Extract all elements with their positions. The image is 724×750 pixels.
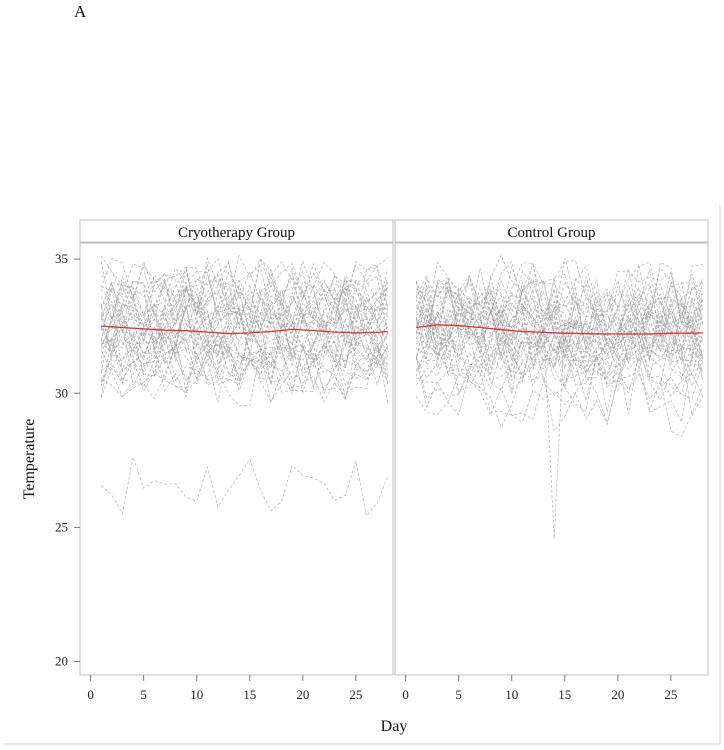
mean-line-cryotherapy — [101, 325, 388, 335]
x-tick-label: 15 — [243, 687, 256, 702]
subject-line — [100, 303, 389, 372]
panel-letter: A — [74, 2, 87, 21]
subject-line — [100, 289, 389, 352]
subject-line — [415, 280, 704, 350]
subject-line — [100, 328, 389, 397]
individual-lines-control — [415, 254, 704, 539]
subject-line — [416, 319, 704, 380]
subject-line — [100, 294, 388, 364]
panel-frame-control — [394, 242, 709, 676]
x-tick-label: 15 — [558, 687, 571, 702]
subject-line — [415, 265, 704, 332]
subject-line — [100, 271, 388, 342]
subject-line — [100, 272, 389, 342]
strip-cryotherapy — [79, 219, 394, 243]
subject-line — [415, 286, 704, 355]
mean-line-control — [416, 324, 703, 335]
subject-line — [100, 270, 389, 339]
x-tick-label: 20 — [296, 687, 309, 702]
subject-line — [100, 327, 389, 395]
subject-line — [100, 455, 389, 517]
subject-line — [100, 339, 389, 407]
strip-label-control: Control Group — [508, 225, 596, 241]
subject-line — [415, 270, 704, 327]
mean-lines — [101, 324, 703, 335]
subject-line — [100, 330, 389, 395]
x-tick-label: 25 — [349, 687, 362, 702]
subject-line — [416, 305, 703, 370]
y-tick-label: 25 — [55, 519, 68, 534]
subject-line — [101, 286, 388, 354]
subject-line — [100, 254, 389, 327]
x-axis-title: Day — [381, 718, 408, 735]
subject-line — [415, 290, 704, 359]
subject-line — [101, 286, 388, 352]
subject-line — [415, 320, 704, 388]
subject-line — [100, 331, 389, 400]
subject-line — [415, 275, 704, 341]
subject-line — [415, 302, 704, 373]
subject-line — [416, 309, 704, 378]
subject-line — [100, 310, 389, 374]
subject-line — [415, 296, 703, 362]
x-tick-label: 25 — [664, 687, 677, 702]
x-tick-label: 10 — [190, 687, 203, 702]
subject-line — [101, 319, 388, 386]
y-axis-title: Temperature — [21, 419, 38, 500]
subject-line — [100, 257, 388, 325]
subject-line — [415, 319, 704, 539]
subject-line — [416, 328, 703, 395]
subject-line — [100, 259, 389, 327]
x-tick-label: 10 — [505, 687, 518, 702]
y-tick-label: 30 — [55, 385, 68, 400]
subject-line — [415, 279, 704, 341]
subject-line — [415, 313, 703, 382]
subject-line — [101, 341, 389, 403]
subject-line — [100, 261, 389, 329]
subject-line — [101, 343, 388, 402]
subject-line — [415, 260, 703, 331]
subject-line — [415, 333, 704, 402]
subject-line — [415, 355, 703, 426]
subject-line — [100, 319, 389, 388]
subject-line — [100, 277, 389, 348]
individual-lines-cryotherapy — [100, 254, 389, 517]
panel-frame-cryotherapy — [79, 242, 394, 676]
y-tick-label: 20 — [55, 654, 68, 669]
x-tick-label: 5 — [455, 687, 462, 702]
subject-line — [415, 292, 703, 359]
subject-line — [415, 295, 704, 361]
subject-line — [415, 254, 703, 324]
subject-line — [100, 290, 388, 349]
subject-line — [415, 302, 704, 368]
subject-line — [415, 284, 703, 351]
x-tick-label: 0 — [402, 687, 409, 702]
axes: 20 25 30 35 0 5 10 15 20 25 0 5 10 15 20 25 — [55, 251, 677, 702]
subject-line — [415, 281, 704, 350]
x-tick-label: 0 — [87, 687, 94, 702]
strip-control — [394, 219, 709, 243]
subject-line — [415, 260, 704, 328]
y-tick-label: 35 — [55, 251, 68, 266]
x-tick-label: 20 — [611, 687, 624, 702]
subject-line — [100, 314, 388, 381]
strip-label-cryotherapy: Cryotherapy Group — [178, 225, 295, 241]
x-tick-label: 5 — [140, 687, 147, 702]
subject-line — [100, 325, 389, 392]
subject-line — [415, 273, 704, 342]
